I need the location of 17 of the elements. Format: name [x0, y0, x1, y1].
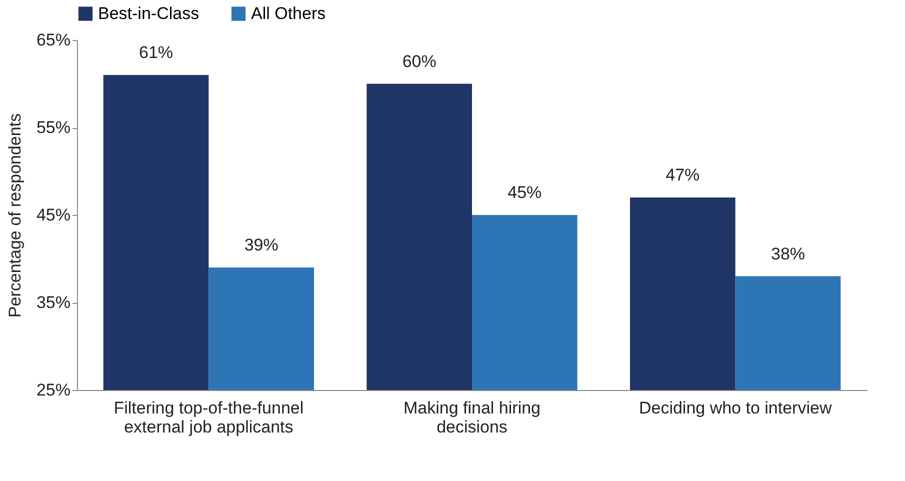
x-tick-label: Making final hiring decisions: [403, 398, 541, 436]
data-label: 39%: [244, 236, 278, 254]
y-tick-label: 65%: [36, 30, 70, 50]
data-label: 38%: [770, 244, 806, 264]
y-axis-title: Percentage of respondents: [5, 113, 24, 318]
data-label: 60%: [402, 52, 436, 71]
y-tick-label: 25%: [36, 380, 70, 400]
y-tick-label: 55%: [36, 118, 70, 137]
legend-label: Best-in-Class: [98, 4, 200, 23]
data-label: 45%: [508, 183, 542, 202]
x-tick-label: Deciding who to interview: [638, 398, 832, 418]
data-label: 47%: [666, 166, 700, 184]
legend-label: All Others: [251, 4, 326, 23]
data-label: 61%: [138, 43, 174, 62]
y-tick-label: 35%: [36, 293, 70, 312]
y-tick-label: 45%: [36, 206, 70, 224]
x-tick-label: Filtering top-of-the-funnel external job applicants: [114, 398, 304, 436]
